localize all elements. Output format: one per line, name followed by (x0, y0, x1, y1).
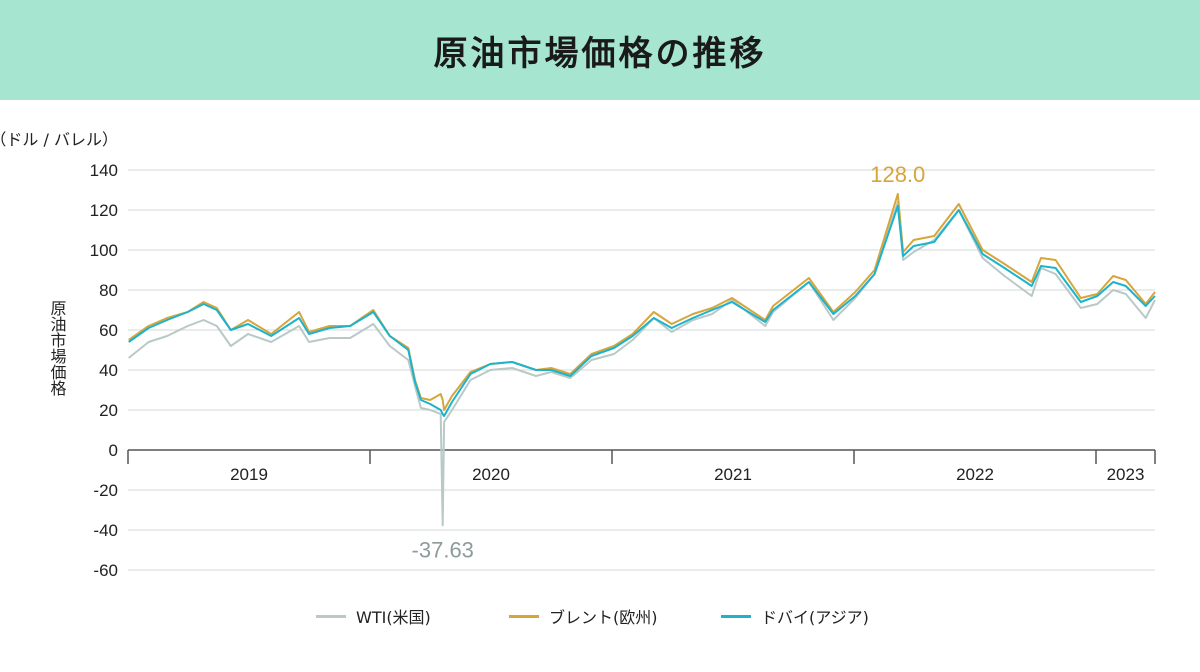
y-tick-label: 20 (99, 401, 118, 420)
legend-label-brent: ブレント(欧州) (549, 608, 658, 627)
legend-item-wti: WTI(米国) (316, 604, 431, 628)
y-axis-title: 原油市場価格 (48, 300, 67, 396)
y-tick-label: -20 (93, 481, 118, 500)
legend-swatch-brent (509, 614, 539, 618)
y-tick-label: 40 (99, 361, 118, 380)
x-year-label: 2023 (1107, 465, 1145, 484)
legend-item-dubai: ドバイ(アジア) (721, 604, 869, 628)
y-tick-label: 0 (109, 441, 118, 460)
series-line-dubai (128, 205, 1156, 417)
legend-label-dubai: ドバイ(アジア) (761, 608, 869, 627)
x-year-label: 2021 (714, 465, 752, 484)
y-tick-label: 120 (90, 201, 118, 220)
y-tick-label: 80 (99, 281, 118, 300)
y-tick-label: 100 (90, 241, 118, 260)
y-tick-label: 140 (90, 161, 118, 180)
x-year-label: 2020 (472, 465, 510, 484)
chart-title: 原油市場価格の推移 (433, 33, 767, 74)
legend-item-brent: ブレント(欧州) (509, 604, 658, 628)
y-tick-label: 60 (99, 321, 118, 340)
y-tick-label: -60 (93, 561, 118, 580)
data-label-annotation: 128.0 (870, 162, 925, 187)
legend-swatch-dubai (721, 614, 751, 618)
title-banner: 原油市場価格の推移 (0, 0, 1200, 100)
data-label-annotation: -37.63 (412, 537, 474, 562)
y-unit-label: （ドル / バレル） (0, 130, 118, 149)
x-year-label: 2019 (230, 465, 268, 484)
y-tick-label: -40 (93, 521, 118, 540)
series-line-wti (128, 201, 1156, 527)
legend-swatch-wti (316, 614, 346, 618)
x-year-label: 2022 (956, 465, 994, 484)
series-line-brent (128, 193, 1156, 411)
legend-label-wti: WTI(米国) (356, 608, 431, 627)
